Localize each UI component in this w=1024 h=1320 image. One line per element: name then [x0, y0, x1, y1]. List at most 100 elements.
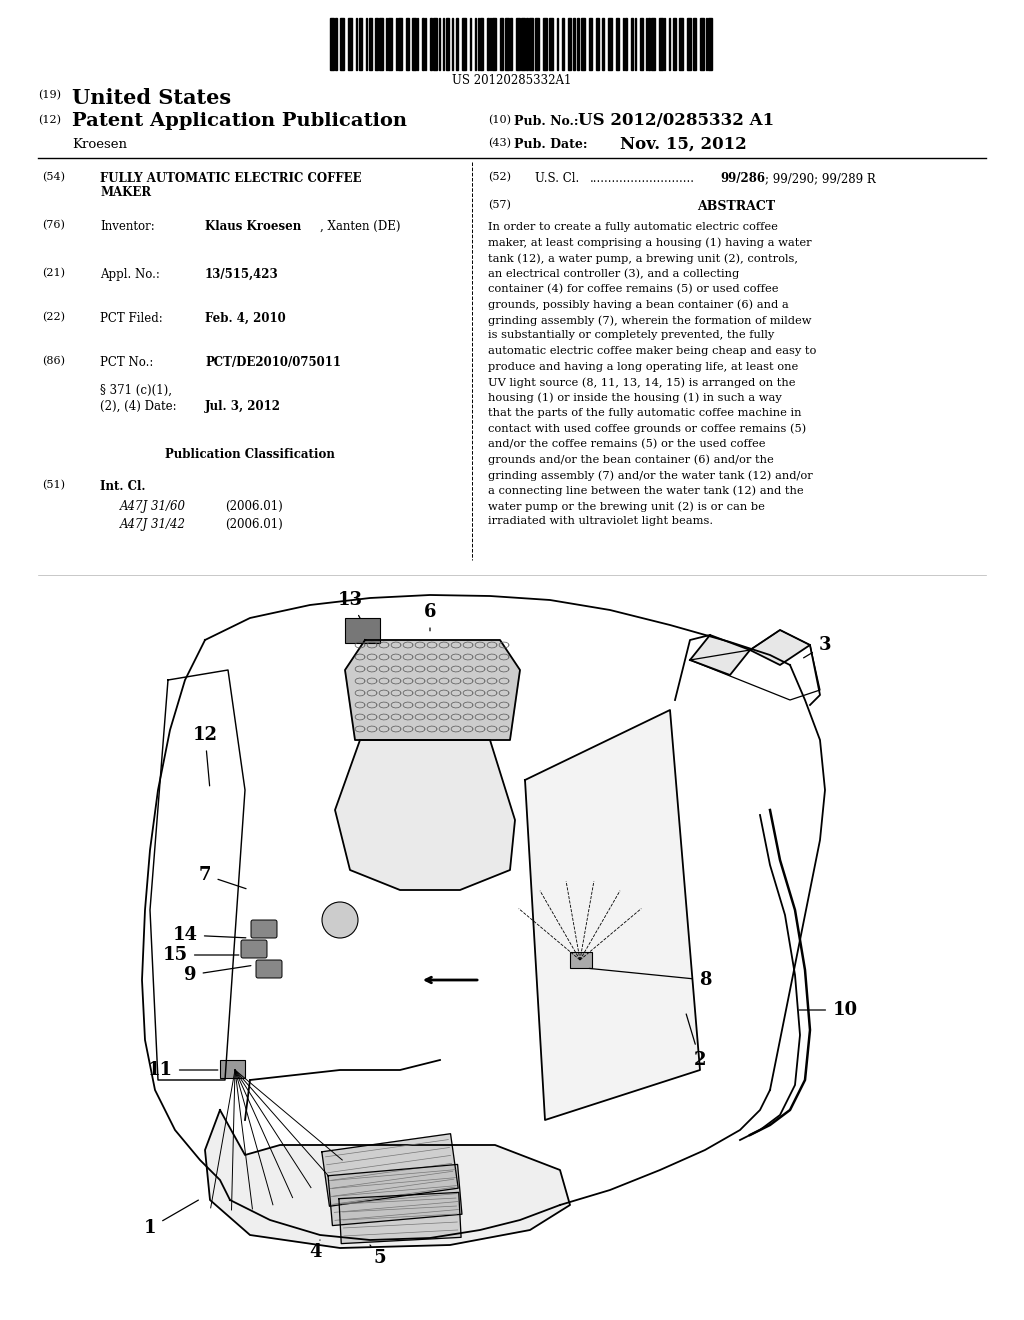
FancyBboxPatch shape	[251, 920, 278, 939]
Text: Int. Cl.: Int. Cl.	[100, 480, 145, 492]
Bar	[433, 18, 437, 70]
Bar	[608, 18, 612, 70]
Polygon shape	[345, 640, 520, 741]
Text: (2006.01): (2006.01)	[225, 500, 283, 513]
Bar	[535, 18, 539, 70]
Text: Inventor:: Inventor:	[100, 220, 155, 234]
Text: 2: 2	[686, 1014, 707, 1069]
Text: grounds and/or the bean container (6) and/or the: grounds and/or the bean container (6) an…	[488, 454, 774, 465]
Bar	[430, 18, 432, 70]
Text: 8: 8	[589, 969, 712, 989]
Bar	[529, 18, 534, 70]
Bar	[659, 18, 663, 70]
Text: 9: 9	[183, 966, 251, 983]
Text: that the parts of the fully automatic coffee machine in: that the parts of the fully automatic co…	[488, 408, 802, 418]
Bar	[462, 18, 466, 70]
Text: water pump or the brewing unit (2) is or can be: water pump or the brewing unit (2) is or…	[488, 502, 765, 512]
Text: housing (1) or inside the housing (1) in such a way: housing (1) or inside the housing (1) in…	[488, 392, 781, 403]
FancyBboxPatch shape	[241, 940, 267, 958]
Text: 99/286: 99/286	[720, 172, 765, 185]
Text: PCT/DE2010/075011: PCT/DE2010/075011	[205, 356, 341, 370]
FancyBboxPatch shape	[256, 960, 282, 978]
Bar	[673, 18, 676, 70]
Text: UV light source (8, 11, 13, 14, 15) is arranged on the: UV light source (8, 11, 13, 14, 15) is a…	[488, 378, 796, 388]
Bar	[456, 18, 458, 70]
Bar	[526, 18, 528, 70]
Bar	[345, 618, 380, 643]
Bar	[640, 18, 643, 70]
Bar	[631, 18, 633, 70]
Bar	[602, 18, 604, 70]
Polygon shape	[339, 1192, 461, 1243]
Bar	[700, 18, 705, 70]
Text: a connecting line between the water tank (12) and the: a connecting line between the water tank…	[488, 486, 804, 496]
Text: 4: 4	[309, 1239, 322, 1261]
Text: A47J 31/42: A47J 31/42	[120, 517, 186, 531]
Text: grinding assembly (7) and/or the water tank (12) and/or: grinding assembly (7) and/or the water t…	[488, 470, 813, 480]
Bar	[375, 18, 378, 70]
Text: produce and having a long operating life, at least one: produce and having a long operating life…	[488, 362, 799, 371]
Text: ............................: ............................	[590, 172, 695, 185]
Text: PCT No.:: PCT No.:	[100, 356, 154, 370]
Text: grounds, possibly having a bean container (6) and a: grounds, possibly having a bean containe…	[488, 300, 788, 310]
Bar	[577, 18, 579, 70]
Bar	[616, 18, 618, 70]
Bar	[220, 1060, 245, 1078]
Text: United States: United States	[72, 88, 231, 108]
Text: Klaus Kroesen: Klaus Kroesen	[205, 220, 301, 234]
Text: an electrical controller (3), and a collecting: an electrical controller (3), and a coll…	[488, 268, 739, 279]
Text: 14: 14	[172, 927, 246, 944]
Text: PCT Filed:: PCT Filed:	[100, 312, 163, 325]
Bar	[500, 18, 503, 70]
Text: 1: 1	[143, 1200, 199, 1237]
Bar	[422, 18, 424, 70]
Text: Jul. 3, 2012: Jul. 3, 2012	[205, 400, 281, 413]
Text: (21): (21)	[42, 268, 65, 279]
Text: Appl. No.:: Appl. No.:	[100, 268, 160, 281]
Bar	[625, 18, 627, 70]
Bar	[573, 18, 575, 70]
Polygon shape	[750, 630, 810, 665]
Text: Nov. 15, 2012: Nov. 15, 2012	[620, 136, 746, 153]
Text: maker, at least comprising a housing (1) having a water: maker, at least comprising a housing (1)…	[488, 238, 812, 248]
Text: US 2012/0285332 A1: US 2012/0285332 A1	[578, 112, 774, 129]
Text: 12: 12	[193, 726, 217, 785]
Bar	[487, 18, 489, 70]
Text: tank (12), a water pump, a brewing unit (2), controls,: tank (12), a water pump, a brewing unit …	[488, 253, 798, 264]
Bar	[510, 18, 512, 70]
Text: Patent Application Publication: Patent Application Publication	[72, 112, 407, 129]
Bar	[651, 18, 655, 70]
Bar	[359, 18, 362, 70]
Bar	[562, 18, 564, 70]
Text: Feb. 4, 2010: Feb. 4, 2010	[205, 312, 286, 325]
Text: grinding assembly (7), wherein the formation of mildew: grinding assembly (7), wherein the forma…	[488, 315, 811, 326]
Text: (76): (76)	[42, 220, 65, 230]
Text: 13: 13	[338, 591, 362, 618]
Bar	[549, 18, 553, 70]
Polygon shape	[205, 1110, 570, 1247]
Bar	[687, 18, 691, 70]
Bar	[543, 18, 547, 70]
Text: 3: 3	[804, 636, 831, 657]
Polygon shape	[690, 635, 750, 675]
Text: MAKER: MAKER	[100, 186, 152, 199]
Bar	[648, 18, 650, 70]
Bar	[505, 18, 509, 70]
Text: (52): (52)	[488, 172, 511, 182]
Bar	[679, 18, 683, 70]
Bar	[412, 18, 416, 70]
Text: 6: 6	[424, 603, 436, 631]
Text: , Xanten (DE): , Xanten (DE)	[319, 220, 400, 234]
Bar	[369, 18, 372, 70]
Bar	[693, 18, 696, 70]
Bar	[398, 18, 402, 70]
Bar	[581, 18, 585, 70]
Text: FULLY AUTOMATIC ELECTRIC COFFEE: FULLY AUTOMATIC ELECTRIC COFFEE	[100, 172, 361, 185]
Bar	[589, 18, 592, 70]
Bar	[330, 18, 334, 70]
Text: A47J 31/60: A47J 31/60	[120, 500, 186, 513]
Text: (51): (51)	[42, 480, 65, 490]
Bar	[335, 18, 337, 70]
Text: 11: 11	[147, 1061, 218, 1078]
Text: 7: 7	[199, 866, 246, 888]
